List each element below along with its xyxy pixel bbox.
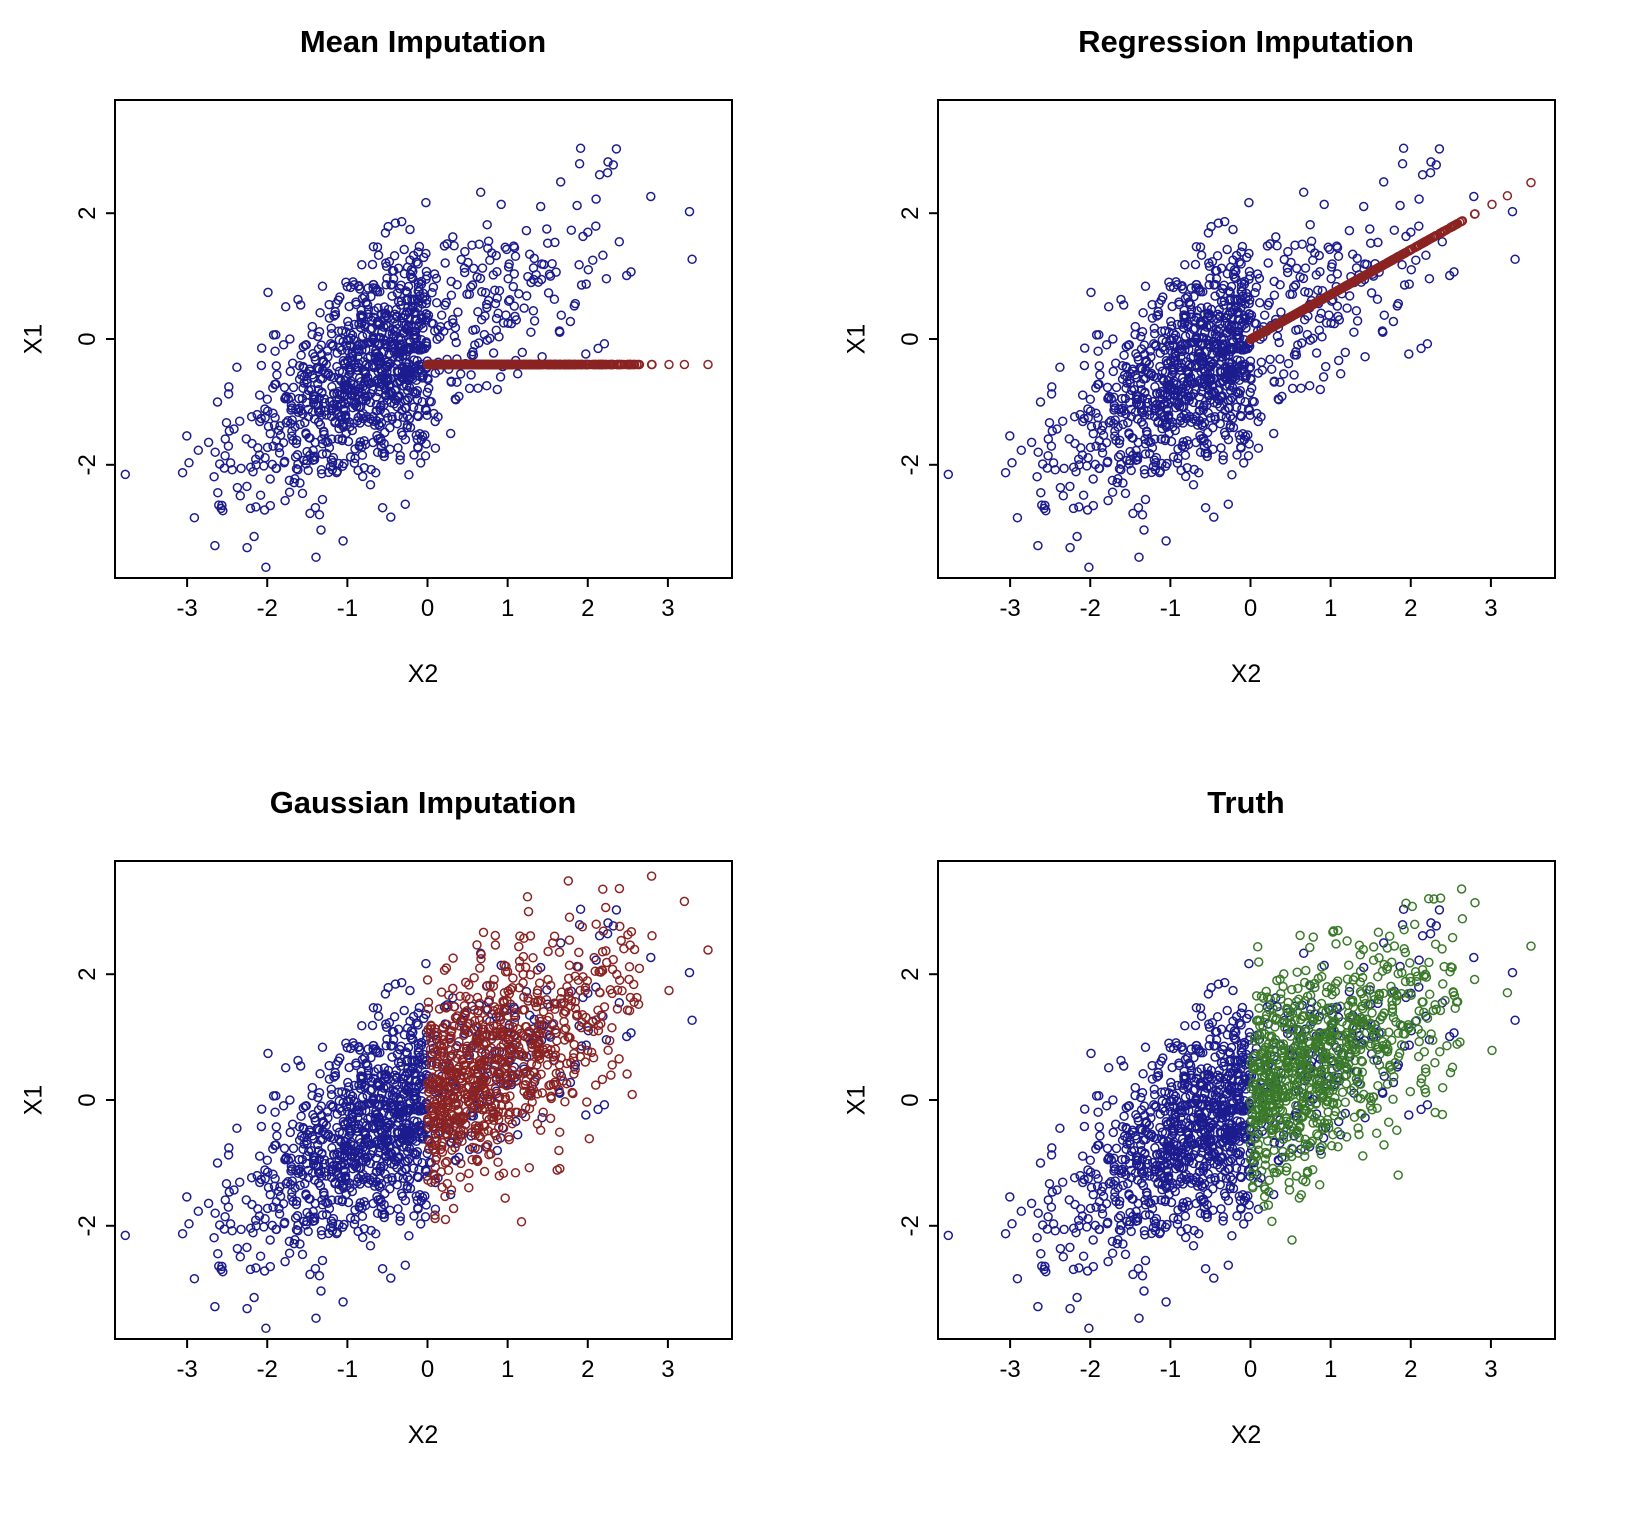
mean-imputed-points (422, 359, 713, 370)
x-tick-label: 3 (1484, 595, 1497, 622)
x-tick-label: 3 (1484, 1356, 1497, 1383)
y-tick-label: 2 (897, 968, 924, 981)
y-tick-label: -2 (74, 454, 101, 475)
x-tick-label: -1 (337, 595, 358, 622)
x-tick-label: 0 (1244, 1356, 1257, 1383)
chart-title: Truth (1207, 785, 1285, 820)
panel-gaussian-imputation: Gaussian Imputation X1 X2 -3 -2 -1 0 1 2 3 -2 0 2 (0, 761, 823, 1522)
x-tick-label: 1 (1324, 1356, 1337, 1383)
x-axis-ticks: -3 -2 -1 0 1 2 3 (999, 578, 1498, 622)
x-tick-label: 2 (581, 595, 594, 622)
scatter-plot-mean-imputation: -3 -2 -1 0 1 2 3 -2 0 2 (74, 99, 733, 622)
scatter-plot-regression-imputation: -3 -2 -1 0 1 2 3 -2 0 2 (897, 99, 1556, 622)
x-tick-label: 2 (1404, 595, 1417, 622)
x-tick-label: -1 (337, 1356, 358, 1383)
x-tick-label: 1 (501, 595, 514, 622)
panel-mean-imputation: Mean Imputation X1 X2 -3 -2 -1 0 1 2 3 -2 0 2 (0, 0, 823, 761)
x-tick-label: -3 (999, 1356, 1020, 1383)
chart-title: Mean Imputation (299, 24, 547, 59)
x-tick-label: 0 (421, 595, 434, 622)
x-axis-ticks: -3 -2 -1 0 1 2 3 (176, 1339, 675, 1383)
x-tick-label: 2 (581, 1356, 594, 1383)
x-tick-label: 3 (661, 595, 674, 622)
y-tick-label: 0 (74, 1093, 101, 1106)
x-axis-label: X2 (1230, 660, 1262, 688)
x-axis-ticks: -3 -2 -1 0 1 2 3 (176, 578, 675, 622)
x-axis-label: X2 (407, 660, 439, 688)
observed-points (943, 904, 1520, 1334)
true-missing-values-points (1245, 884, 1536, 1245)
observed-points (120, 904, 697, 1334)
scatter-plot-gaussian-imputation: -3 -2 -1 0 1 2 3 -2 0 2 (74, 860, 733, 1383)
x-tick-label: -1 (1160, 1356, 1181, 1383)
x-tick-label: 3 (661, 1356, 674, 1383)
observed-points (120, 143, 697, 573)
x-axis-ticks: -3 -2 -1 0 1 2 3 (999, 1339, 1498, 1383)
x-tick-label: -2 (1080, 595, 1101, 622)
y-axis-ticks: -2 0 2 (74, 207, 115, 475)
x-tick-label: -3 (176, 1356, 197, 1383)
y-tick-label: 0 (897, 1093, 924, 1106)
y-axis-ticks: -2 0 2 (897, 207, 938, 475)
x-tick-label: -3 (999, 595, 1020, 622)
x-tick-label: 1 (501, 1356, 514, 1383)
panel-truth: Truth X1 X2 -3 -2 -1 0 1 2 3 -2 0 2 (823, 761, 1646, 1522)
gaussian-imputed-points (422, 871, 713, 1227)
panel-regression-imputation: Regression Imputation X1 X2 -3 -2 -1 0 1 2 3 -2… (823, 0, 1646, 761)
x-tick-label: 2 (1404, 1356, 1417, 1383)
x-tick-label: -2 (257, 1356, 278, 1383)
y-tick-label: -2 (897, 454, 924, 475)
y-axis-ticks: -2 0 2 (897, 968, 938, 1236)
y-tick-label: 2 (897, 207, 924, 220)
chart-title: Regression Imputation (1078, 24, 1414, 59)
y-tick-label: -2 (74, 1215, 101, 1236)
y-tick-label: 2 (74, 207, 101, 220)
x-tick-label: -2 (1080, 1356, 1101, 1383)
y-axis-ticks: -2 0 2 (74, 968, 115, 1236)
x-axis-label: X2 (1230, 1421, 1262, 1449)
x-axis-label: X2 (407, 1421, 439, 1449)
y-tick-label: -2 (897, 1215, 924, 1236)
x-tick-label: 1 (1324, 595, 1337, 622)
y-tick-label: 0 (74, 332, 101, 345)
y-tick-label: 2 (74, 968, 101, 981)
x-tick-label: 0 (421, 1356, 434, 1383)
x-tick-label: -1 (1160, 595, 1181, 622)
x-tick-label: -3 (176, 595, 197, 622)
x-tick-label: -2 (257, 595, 278, 622)
observed-points (943, 143, 1520, 573)
scatter-plot-truth: -3 -2 -1 0 1 2 3 -2 0 2 (897, 860, 1556, 1383)
chart-title: Gaussian Imputation (269, 785, 577, 820)
regression-imputed-points (1245, 177, 1536, 345)
x-tick-label: 0 (1244, 595, 1257, 622)
y-tick-label: 0 (897, 332, 924, 345)
